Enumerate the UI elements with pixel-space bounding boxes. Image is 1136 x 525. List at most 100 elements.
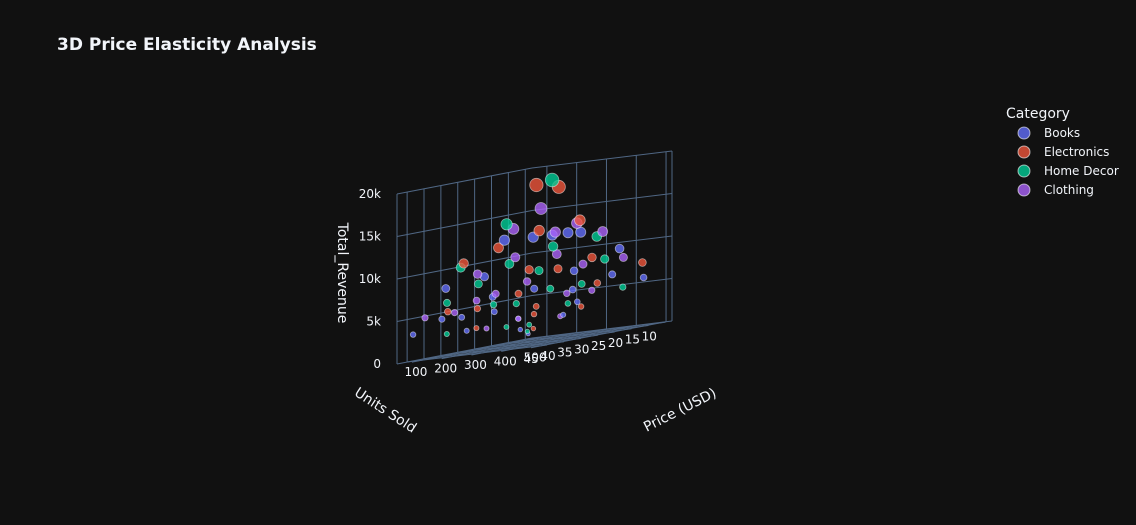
data-point-home-decor[interactable]: [577, 279, 586, 288]
y-axis-title: Units Sold: [351, 385, 419, 437]
data-point-clothing[interactable]: [597, 226, 609, 237]
data-point-home-decor[interactable]: [489, 300, 498, 309]
data-point-home-decor[interactable]: [524, 328, 531, 334]
data-point-electronics[interactable]: [533, 224, 545, 237]
grid-line-y: [407, 344, 548, 363]
data-point-clothing[interactable]: [450, 308, 459, 317]
data-point-clothing[interactable]: [421, 314, 429, 322]
data-point-books[interactable]: [608, 270, 617, 279]
data-point-home-decor[interactable]: [619, 283, 627, 291]
legend-label: Clothing: [1044, 183, 1094, 197]
data-point-electronics[interactable]: [638, 258, 647, 267]
legend-item-home-decor[interactable]: Home Decor: [1017, 164, 1119, 178]
data-point-books[interactable]: [530, 284, 539, 293]
data-point-electronics[interactable]: [530, 310, 538, 318]
legend-item-books[interactable]: Books: [1017, 126, 1080, 140]
data-point-electronics[interactable]: [444, 308, 452, 316]
data-point-clothing[interactable]: [578, 259, 588, 269]
grid-line-z: [531, 193, 673, 211]
data-point-electronics[interactable]: [493, 242, 504, 254]
data-point-home-decor[interactable]: [600, 254, 610, 264]
data-point-electronics[interactable]: [530, 325, 537, 332]
data-point-home-decor[interactable]: [473, 279, 483, 289]
data-point-books[interactable]: [463, 327, 470, 334]
legend-item-electronics[interactable]: Electronics: [1017, 145, 1109, 159]
grid-line-z: [396, 295, 533, 322]
data-point-books[interactable]: [562, 227, 574, 239]
data-point-clothing[interactable]: [472, 296, 481, 305]
data-point-clothing[interactable]: [563, 289, 571, 297]
data-point-clothing[interactable]: [483, 325, 490, 332]
data-point-electronics[interactable]: [593, 279, 602, 287]
grid-line-z: [396, 167, 533, 195]
data-point-books[interactable]: [498, 234, 510, 246]
data-point-home-decor[interactable]: [534, 266, 544, 276]
data-point-home-decor[interactable]: [500, 218, 513, 231]
z-tick-label: 0: [373, 357, 381, 371]
data-point-electronics[interactable]: [529, 177, 544, 193]
data-point-books[interactable]: [517, 326, 523, 333]
y-tick-label: 40: [540, 349, 555, 363]
legend-label: Electronics: [1044, 145, 1109, 159]
data-point-home-decor[interactable]: [526, 321, 533, 328]
data-point-clothing[interactable]: [618, 252, 628, 262]
data-point-clothing[interactable]: [510, 252, 521, 263]
data-point-clothing[interactable]: [491, 289, 500, 298]
grid-line-y: [423, 341, 565, 360]
data-point-home-decor[interactable]: [564, 300, 572, 307]
data-point-electronics[interactable]: [473, 325, 480, 332]
data-point-books[interactable]: [441, 284, 451, 293]
data-point-electronics[interactable]: [587, 252, 597, 263]
data-point-electronics[interactable]: [473, 304, 481, 313]
z-tick-label: 5k: [366, 315, 381, 329]
z-tick-label: 10k: [359, 272, 381, 286]
chart-title: 3D Price Elasticity Analysis: [57, 35, 317, 55]
data-point-home-decor[interactable]: [512, 299, 520, 308]
data-point-clothing[interactable]: [515, 315, 522, 322]
data-point-clothing[interactable]: [522, 277, 532, 286]
data-point-clothing[interactable]: [534, 202, 548, 215]
data-point-electronics[interactable]: [458, 258, 469, 269]
data-point-clothing[interactable]: [588, 286, 596, 294]
data-point-home-decor[interactable]: [442, 298, 451, 307]
data-point-home-decor[interactable]: [546, 284, 555, 293]
y-tick-label: 25: [591, 339, 606, 353]
y-tick-label: 15: [625, 333, 640, 347]
data-point-home-decor[interactable]: [504, 258, 515, 269]
data-point-books[interactable]: [568, 285, 577, 294]
data-point-electronics[interactable]: [532, 302, 540, 310]
data-point-books[interactable]: [438, 315, 446, 323]
grid-line-y: [491, 328, 632, 347]
data-point-electronics[interactable]: [553, 264, 563, 274]
data-point-clothing[interactable]: [472, 269, 483, 279]
data-point-home-decor[interactable]: [547, 241, 559, 252]
data-point-clothing[interactable]: [549, 226, 561, 238]
grid-line-z: [531, 150, 673, 169]
data-point-books[interactable]: [614, 243, 625, 254]
data-point-books[interactable]: [639, 273, 648, 282]
data-point-home-decor[interactable]: [503, 324, 510, 330]
data-point-books[interactable]: [458, 313, 466, 321]
data-point-electronics[interactable]: [524, 265, 534, 275]
data-point-books[interactable]: [560, 311, 567, 318]
grid-line-y: [457, 334, 598, 353]
x-tick-label: 100: [404, 365, 427, 379]
data-point-electronics[interactable]: [577, 303, 585, 310]
data-point-books[interactable]: [573, 298, 581, 306]
x-tick-label: 400: [494, 354, 517, 368]
legend-item-clothing[interactable]: Clothing: [1017, 183, 1094, 197]
legend-marker: [1017, 183, 1031, 197]
legend-marker: [1017, 126, 1031, 140]
data-point-electronics[interactable]: [574, 214, 586, 227]
data-point-home-decor[interactable]: [443, 330, 450, 337]
data-point-home-decor[interactable]: [544, 172, 560, 188]
data-point-books[interactable]: [569, 266, 579, 276]
data-point-books[interactable]: [409, 331, 417, 338]
data-point-electronics[interactable]: [514, 289, 523, 298]
data-point-books[interactable]: [490, 308, 498, 316]
y-tick-label: 30: [574, 342, 589, 356]
z-axis-title: Total_Revenue: [334, 222, 350, 324]
x-tick-label: 200: [434, 362, 457, 376]
